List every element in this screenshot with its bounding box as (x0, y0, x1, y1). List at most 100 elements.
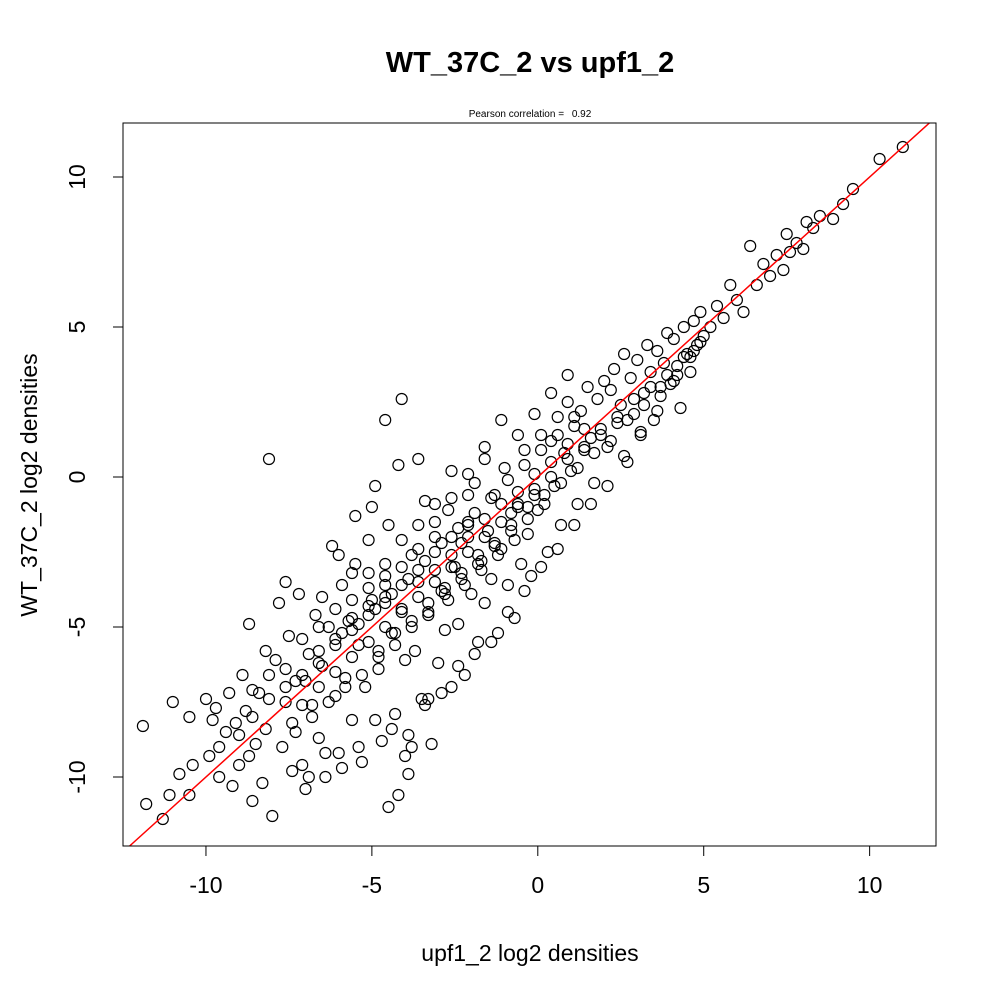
data-point (276, 740, 289, 754)
data-point (790, 236, 803, 250)
data-point (488, 488, 501, 502)
data-point (445, 491, 458, 505)
data-point (462, 530, 475, 544)
data-point (724, 278, 737, 292)
data-point (462, 488, 475, 502)
data-point (544, 470, 558, 484)
data-point (266, 809, 279, 823)
data-point (428, 575, 441, 589)
data-point (428, 515, 441, 529)
data-point (319, 746, 332, 760)
y-tick-label: -5 (64, 617, 90, 637)
data-point (319, 770, 332, 784)
data-point (316, 590, 329, 604)
data-point (173, 767, 186, 781)
data-point (312, 656, 325, 670)
data-point (289, 725, 302, 739)
data-point (485, 572, 498, 586)
data-point (329, 632, 342, 646)
data-point (389, 638, 402, 652)
data-point (262, 668, 276, 682)
data-point (399, 653, 412, 667)
data-point (199, 692, 213, 706)
data-point (286, 716, 299, 730)
data-point (538, 497, 551, 511)
data-point (362, 533, 375, 547)
data-point (209, 701, 222, 715)
data-point (521, 500, 534, 514)
data-point (203, 749, 216, 763)
data-point (279, 680, 292, 694)
data-point (422, 608, 435, 622)
data-point (299, 782, 312, 796)
data-point (369, 479, 382, 493)
data-point (495, 413, 508, 427)
points-layer (136, 140, 909, 826)
y-tick-label: 5 (64, 321, 90, 334)
data-point (243, 749, 256, 763)
data-point (412, 518, 425, 532)
data-point (438, 623, 451, 637)
data-point (491, 626, 505, 640)
data-point (345, 593, 359, 607)
data-point (468, 506, 481, 520)
x-tick-label: 5 (697, 872, 710, 898)
data-point (253, 686, 266, 700)
data-point (472, 635, 485, 649)
fit-line (129, 122, 930, 847)
data-point (362, 599, 375, 613)
data-point (412, 452, 425, 466)
data-point (246, 710, 259, 724)
data-point (561, 368, 574, 382)
data-point (438, 581, 451, 595)
data-point (379, 596, 392, 610)
data-point (306, 698, 319, 712)
data-point (654, 389, 667, 403)
data-point (213, 740, 226, 754)
data-point (601, 440, 614, 454)
data-point (578, 440, 591, 454)
data-point (505, 506, 518, 520)
data-point (412, 542, 425, 556)
data-point (335, 626, 349, 640)
data-point (634, 425, 647, 439)
data-point (624, 371, 637, 385)
data-point (329, 638, 342, 652)
data-point (631, 353, 644, 367)
data-point (561, 452, 574, 466)
data-point (544, 434, 558, 448)
data-point (395, 602, 408, 616)
data-point (528, 482, 541, 496)
data-point (392, 788, 405, 802)
data-point (455, 536, 468, 550)
x-axis-label: upf1_2 log2 densities (421, 940, 638, 966)
data-point (402, 572, 415, 586)
data-point (379, 569, 392, 583)
data-point (349, 509, 362, 523)
data-point (362, 635, 375, 649)
data-point (332, 548, 345, 562)
data-point (369, 713, 382, 727)
data-point (166, 695, 179, 709)
data-point (223, 686, 236, 700)
data-point (873, 152, 886, 166)
data-point (422, 596, 435, 610)
data-point (282, 629, 295, 643)
data-point (296, 698, 309, 712)
data-point (335, 578, 349, 592)
data-point (485, 635, 498, 649)
data-point (445, 530, 458, 544)
x-axis: -10 -5 0 5 10 (189, 846, 882, 898)
data-point (846, 182, 860, 196)
data-point (472, 557, 485, 571)
data-point (262, 692, 276, 706)
data-point (445, 464, 458, 478)
data-point (352, 617, 365, 631)
data-point (568, 410, 581, 424)
data-point (525, 569, 538, 583)
data-point (654, 380, 667, 394)
data-point (256, 776, 269, 790)
data-point (359, 680, 372, 694)
data-point (382, 518, 395, 532)
data-point (472, 548, 485, 562)
